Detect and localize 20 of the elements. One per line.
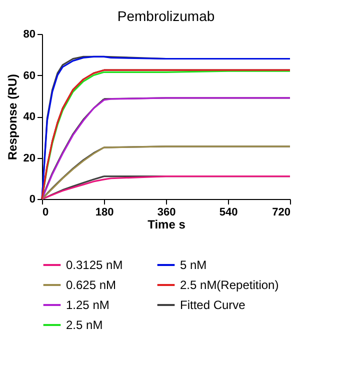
legend-label: 0.625 nM xyxy=(66,278,116,292)
y-tick-label: 0 xyxy=(29,194,36,206)
legend-label: 1.25 nM xyxy=(66,298,110,312)
x-axis-title: Time s xyxy=(148,218,186,232)
y-tick-label: 60 xyxy=(23,70,36,82)
y-tick-label: 40 xyxy=(23,111,36,123)
legend-label: Fitted Curve xyxy=(180,298,246,312)
x-tick-label: 360 xyxy=(157,206,176,218)
x-tick-label: 720 xyxy=(272,206,290,218)
legend-label: 2.5 nM xyxy=(66,318,103,332)
chart-title: Pembrolizumab xyxy=(117,8,215,24)
legend-label: 2.5 nM(Repetition) xyxy=(180,278,279,292)
legend-label: 5 nM xyxy=(180,258,207,272)
x-tick-label: 540 xyxy=(219,206,238,218)
x-tick-label: 180 xyxy=(95,206,114,218)
y-axis-title: Response (RU) xyxy=(5,74,20,160)
legend-label: 0.3125 nM xyxy=(66,258,123,272)
y-tick-label: 80 xyxy=(23,28,36,40)
y-tick-label: 20 xyxy=(23,152,36,164)
x-tick-label: 0 xyxy=(42,206,49,218)
